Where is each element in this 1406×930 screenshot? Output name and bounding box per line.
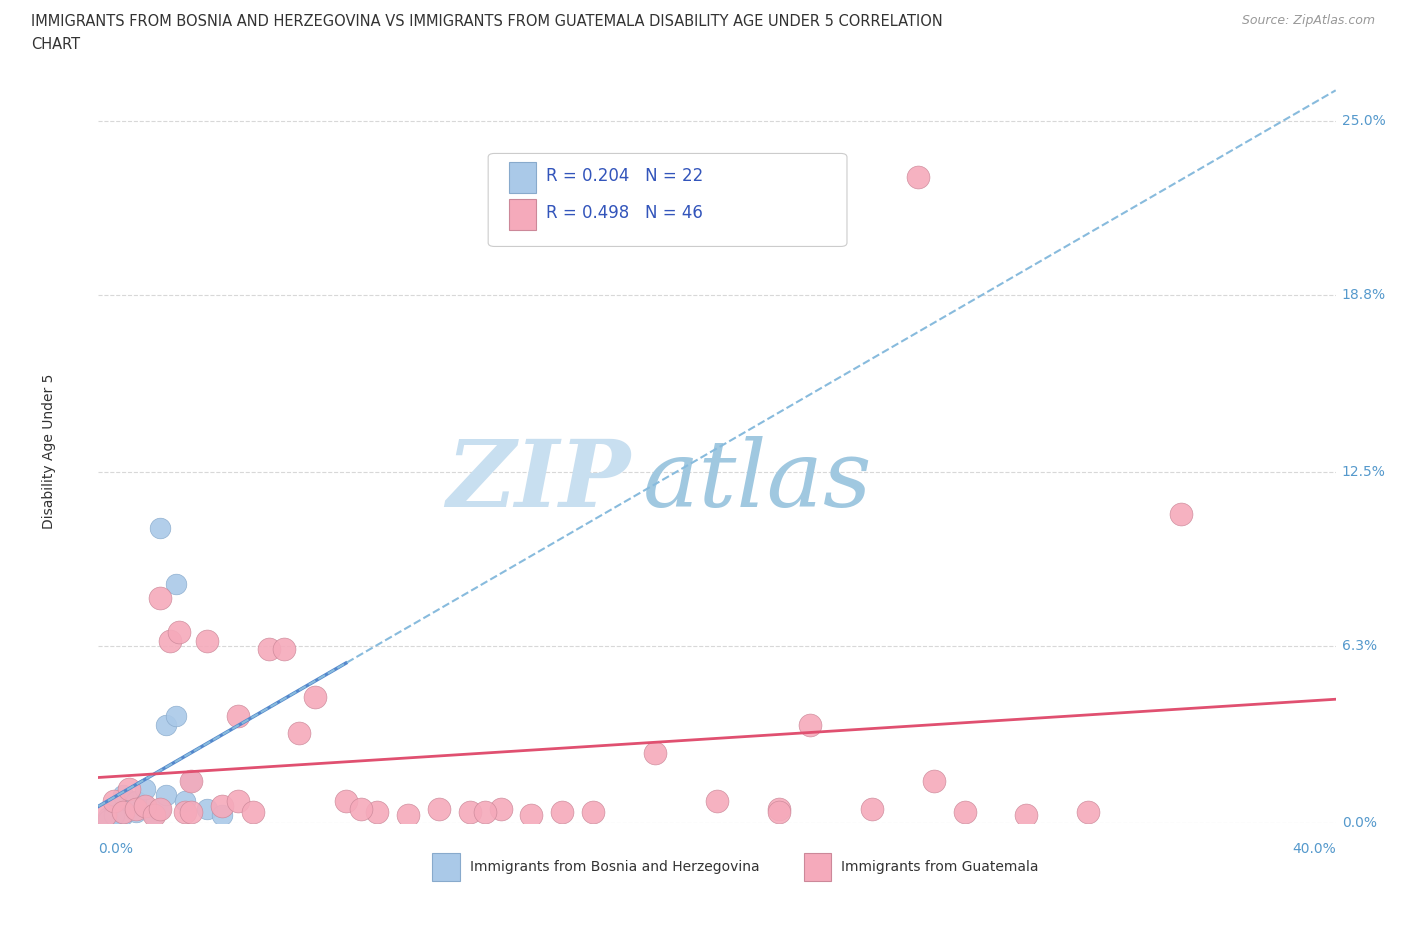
Point [149,591,172,605]
Point [155,717,177,732]
Point [644,746,666,761]
Point [953,804,976,819]
Point [350,802,373,817]
Point [167,625,190,640]
Point [242,804,264,819]
Point [134,782,156,797]
Text: Disability Age Under 5: Disability Age Under 5 [42,373,56,529]
Text: Source: ZipAtlas.com: Source: ZipAtlas.com [1241,14,1375,27]
Point [165,577,187,591]
Point [335,793,357,808]
Text: 0.0%: 0.0% [1341,816,1376,830]
Point [134,799,156,814]
Point [922,774,945,789]
Point [768,802,790,817]
Point [155,788,177,803]
Text: IMMIGRANTS FROM BOSNIA AND HERZEGOVINA VS IMMIGRANTS FROM GUATEMALA DISABILITY A: IMMIGRANTS FROM BOSNIA AND HERZEGOVINA V… [31,14,942,29]
Text: atlas: atlas [643,436,872,525]
Point [174,804,197,819]
Point [520,807,543,822]
Point [1015,807,1038,822]
Point [112,804,135,819]
Point [118,793,141,808]
Text: ZIP: ZIP [446,436,630,525]
Point [112,807,135,822]
Point [799,717,821,732]
Point [226,709,249,724]
Point [706,793,728,808]
Point [907,170,929,185]
Point [427,802,450,817]
Point [1170,507,1192,522]
FancyBboxPatch shape [509,199,537,230]
Text: Immigrants from Guatemala: Immigrants from Guatemala [841,860,1038,874]
Point [124,804,146,819]
Point [180,774,202,789]
Point [149,802,172,817]
Text: R = 0.498   N = 46: R = 0.498 N = 46 [547,204,703,222]
Text: 0.0%: 0.0% [98,842,134,856]
Point [93,807,115,822]
Point [396,807,419,822]
Point [112,788,135,803]
Text: R = 0.204   N = 22: R = 0.204 N = 22 [547,166,703,185]
Point [143,807,166,822]
Point [551,804,574,819]
Point [195,802,218,817]
Point [582,804,605,819]
Point [458,804,481,819]
Point [768,804,790,819]
FancyBboxPatch shape [433,853,460,881]
Point [273,642,295,657]
Point [124,793,146,808]
Point [288,725,311,740]
Point [118,782,141,797]
Text: 18.8%: 18.8% [1341,288,1386,302]
Point [149,802,172,817]
FancyBboxPatch shape [488,153,846,246]
Point [97,813,120,828]
Point [97,810,120,825]
Text: 25.0%: 25.0% [1341,114,1386,128]
Point [124,802,146,817]
Point [860,802,883,817]
Point [489,802,512,817]
Point [304,689,326,704]
Text: Immigrants from Bosnia and Herzegovina: Immigrants from Bosnia and Herzegovina [470,860,759,874]
Point [366,804,388,819]
Point [195,633,218,648]
Point [143,807,166,822]
Point [257,642,280,657]
FancyBboxPatch shape [804,853,831,881]
Point [174,793,197,808]
Point [165,709,187,724]
Point [226,793,249,808]
Text: 12.5%: 12.5% [1341,465,1386,479]
Text: 6.3%: 6.3% [1341,639,1376,653]
Text: 40.0%: 40.0% [1292,842,1336,856]
Point [103,807,125,822]
Point [149,521,172,536]
FancyBboxPatch shape [509,162,537,193]
Point [211,807,233,822]
Point [474,804,496,819]
Point [103,793,125,808]
Point [211,799,233,814]
Point [1077,804,1099,819]
Point [103,802,125,817]
Point [180,774,202,789]
Text: CHART: CHART [31,37,80,52]
Point [180,804,202,819]
Point [159,633,181,648]
Point [134,799,156,814]
